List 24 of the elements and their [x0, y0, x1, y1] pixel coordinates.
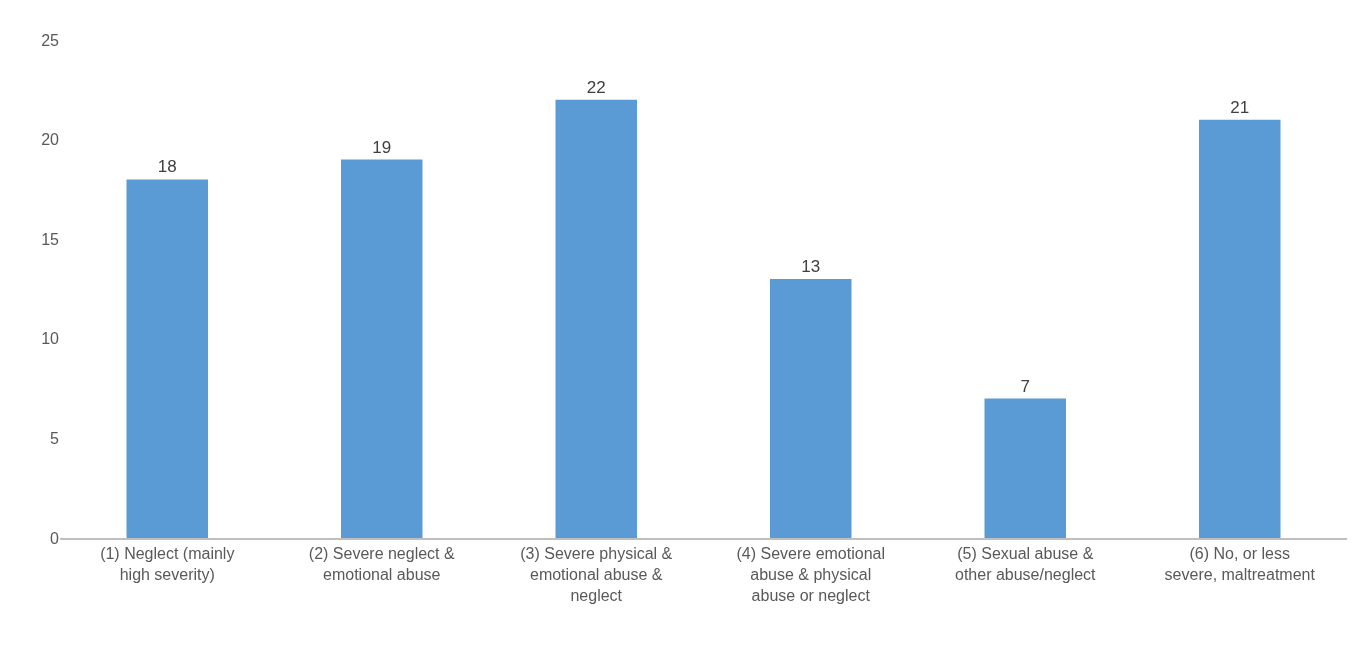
bar	[126, 179, 209, 538]
y-tick-label: 0	[50, 529, 60, 547]
y-tick-label: 5	[50, 430, 60, 447]
data-label: 21	[1230, 97, 1250, 117]
bar	[1198, 119, 1281, 538]
y-tick-label: 10	[41, 330, 60, 348]
data-label: 7	[1020, 376, 1030, 396]
bar	[555, 99, 638, 538]
bar	[770, 279, 852, 538]
data-label: 18	[157, 157, 177, 177]
x-tick-label: (6) No, or less severe, maltreatment	[1164, 545, 1316, 583]
data-label: 19	[372, 137, 392, 157]
y-tick-label: 15	[41, 230, 60, 248]
x-tick-label: (4) Severe emotional abuse & physical abuse or neglect	[736, 545, 886, 604]
y-tick-label: 25	[41, 31, 60, 49]
x-tick-label: (2) Severe neglect & emotional abuse	[308, 545, 455, 583]
x-tick-label: (5) Sexual abuse & other abuse/neglect	[954, 545, 1097, 583]
x-tick-label: (3) Severe physical & emotional abuse & neglect	[520, 545, 673, 604]
data-label: 22	[586, 77, 606, 97]
bar	[984, 398, 1067, 538]
y-tick-label: 20	[41, 131, 60, 149]
x-tick-label: (1) Neglect (mainly high severity)	[100, 545, 235, 583]
data-label: 13	[801, 257, 821, 277]
bar	[341, 159, 423, 538]
